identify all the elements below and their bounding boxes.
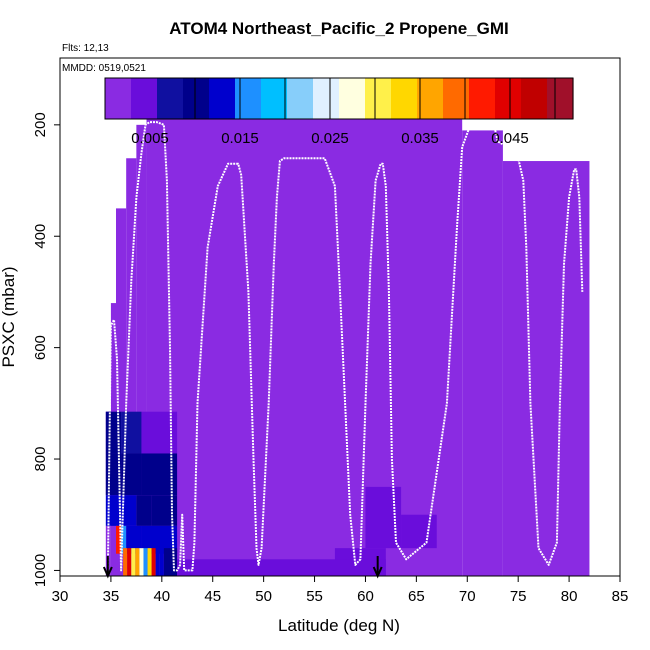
data-cell (143, 548, 148, 576)
curtain-column (116, 208, 127, 577)
data-cell (121, 411, 142, 454)
colorbar-swatch (443, 78, 470, 119)
colorbar-frame (104, 77, 574, 120)
colorbar-swatch (521, 78, 548, 119)
x-tick-label: 55 (306, 588, 323, 605)
colorbar-tick-label: 0.045 (491, 130, 529, 147)
flights-note: Flts: 12,13 (62, 43, 109, 54)
x-tick-label: 35 (103, 588, 120, 605)
colorbar-tick-label: 0.005 (131, 130, 169, 147)
colorbar-swatch (183, 78, 210, 119)
curtain-column (502, 161, 590, 576)
curtain-layer (105, 110, 590, 577)
colorbar-swatch (105, 78, 132, 119)
colorbar-swatch (287, 78, 314, 119)
curtain-column (126, 158, 137, 577)
colorbar-swatch (547, 78, 574, 119)
data-cell (159, 548, 164, 576)
x-tick-label: 70 (459, 588, 476, 605)
data-cell (121, 495, 137, 526)
colorbar-swatch (417, 78, 444, 119)
dates-note: MMDD: 0519,0521 (62, 63, 146, 74)
data-cell (121, 525, 127, 554)
y-tick-label: 1000 (32, 554, 49, 587)
y-tick-label: 400 (32, 224, 49, 249)
data-cell (401, 514, 437, 549)
data-cell (177, 559, 386, 576)
colorbar-swatch (495, 78, 522, 119)
data-cell (151, 548, 156, 576)
data-cell (123, 548, 128, 576)
plot-area (59, 57, 621, 579)
colorbar-swatches (105, 78, 574, 119)
curtain-column (136, 124, 147, 576)
chart-title: ATOM4 Northeast_Pacific_2 Propene_GMI (169, 19, 508, 38)
colorbar-tick-label: 0.015 (221, 130, 259, 147)
colorbar-swatch (313, 78, 340, 119)
curtain-column (146, 110, 463, 577)
colorbar-swatch (131, 78, 158, 119)
y-axis-label: PSXC (mbar) (0, 266, 18, 367)
y-tick-label: 800 (32, 447, 49, 472)
data-cell (126, 525, 142, 554)
x-tick-label: 30 (52, 588, 69, 605)
x-axis: 30 35 40 45 50 55 60 65 70 75 80 85 (52, 575, 629, 605)
data-cell (147, 548, 152, 576)
colorbar-swatch (261, 78, 288, 119)
colorbar-tick-label: 0.035 (401, 130, 439, 147)
x-tick-label: 65 (408, 588, 425, 605)
x-tick-label: 45 (204, 588, 221, 605)
data-cell (151, 495, 178, 526)
colorbar-labels: 0.005 0.015 0.025 0.035 0.045 (131, 130, 529, 147)
colorbar-swatch (235, 78, 262, 119)
data-cell (139, 548, 144, 576)
x-tick-label: 85 (612, 588, 629, 605)
flight-track (106, 118, 584, 572)
data-cell (116, 525, 122, 554)
arrow-layer (102, 556, 383, 579)
y-axis: 200 400 600 800 1000 (32, 112, 61, 587)
data-cell (135, 548, 140, 576)
data-cell (131, 548, 136, 576)
colorbar-swatch (391, 78, 418, 119)
data-cell (155, 548, 160, 576)
colorbar-swatch (469, 78, 496, 119)
colorbar-dividers (194, 78, 556, 119)
colorbar: 0.005 0.015 0.025 0.035 0.045 (104, 77, 574, 147)
data-cell (121, 453, 142, 496)
x-tick-label: 60 (357, 588, 374, 605)
data-cell (127, 548, 132, 576)
x-axis-label: Latitude (deg N) (278, 616, 400, 635)
colorbar-tick-label: 0.025 (311, 130, 349, 147)
x-tick-label: 80 (561, 588, 578, 605)
data-cell (163, 548, 178, 576)
colorbar-swatch (339, 78, 366, 119)
y-tick-label: 200 (32, 112, 49, 137)
y-tick-label: 600 (32, 335, 49, 360)
x-tick-label: 75 (510, 588, 527, 605)
x-tick-label: 40 (153, 588, 170, 605)
colorbar-swatch (157, 78, 184, 119)
curtain-column (462, 130, 503, 576)
x-tick-label: 50 (255, 588, 272, 605)
flight-track-line (106, 118, 584, 572)
colorbar-swatch (365, 78, 392, 119)
data-cell (136, 495, 152, 526)
colorbar-swatch (209, 78, 236, 119)
